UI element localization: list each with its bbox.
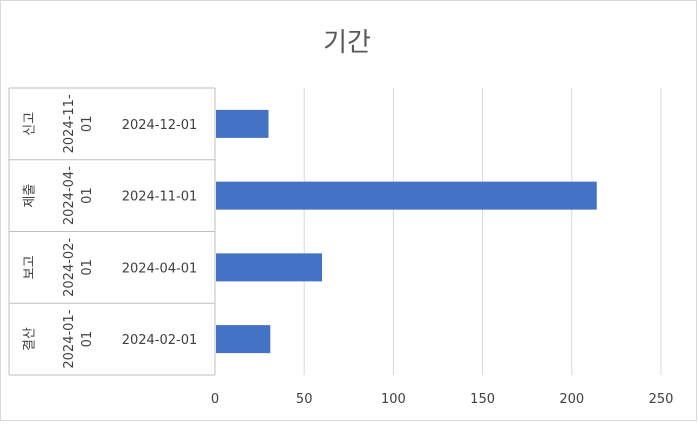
category-label-신고: 신고 [23,112,38,136]
x-tick-label-200: 200 [559,392,584,407]
bar-제출 [216,181,597,210]
category-label-2024-04-01: 2024-04-01 [122,261,198,276]
value-axis: 0 50 100 150 200 250 [211,392,674,407]
category-label-보고: 보고 [23,255,38,279]
x-tick-label-250: 250 [649,392,674,407]
x-tick-label-50: 50 [296,392,313,407]
category-axis: 2024-02-01 2024-01- 01 결산 2024-04-01 2024-02-… [8,87,215,376]
x-tick-label-100: 100 [381,392,406,407]
chart-title: 기간 [323,28,371,58]
category-label-2024-04-01: 2024-04-01 [62,166,95,225]
category-label-2024-11-01: 2024-11-01 [62,94,95,153]
x-tick-label-150: 150 [470,392,495,407]
x-tick-label-0: 0 [211,392,219,407]
grid-lines [214,88,662,375]
category-label-2024-01-01: 2024-01- 01 [62,309,95,368]
category-label-2024-02-01: 2024-02-01 [62,238,95,297]
category-label-2024-11-01: 2024-11-01 [122,190,198,205]
category-label-2024-02-01: 2024-02-01 [122,333,198,348]
bar-보고 [216,253,323,282]
category-label-제출: 제출 [23,184,38,208]
bars [216,109,597,354]
bar-결산 [216,325,271,354]
category-label-2024-12-01: 2024-12-01 [122,118,198,133]
category-label-결산: 결산 [23,327,38,351]
bar-신고 [216,109,269,138]
